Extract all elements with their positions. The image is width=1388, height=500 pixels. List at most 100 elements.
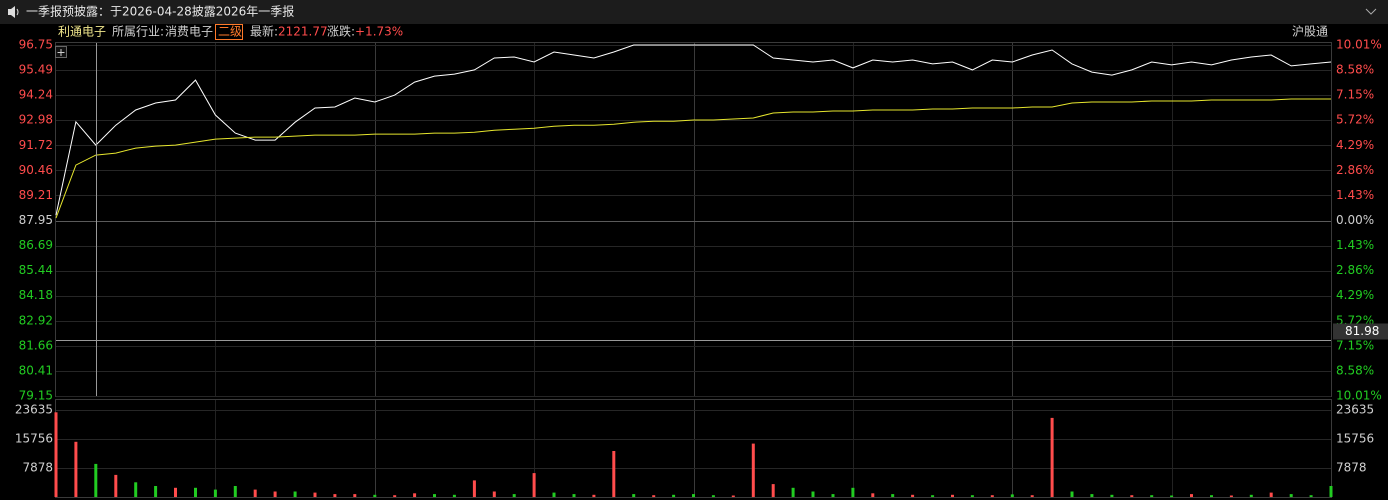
- change-label: 涨跌:: [327, 24, 355, 39]
- volume-bar: [293, 491, 297, 497]
- y-tick-label: 82.92: [19, 313, 53, 327]
- volume-bar: [1010, 494, 1014, 497]
- cursor-tag: [1333, 323, 1388, 340]
- volume-bar: [751, 443, 755, 497]
- price-line: [55, 44, 1332, 216]
- volume-bar: [1190, 494, 1193, 497]
- volume-bar: [54, 412, 58, 497]
- industry: 消费电子: [165, 25, 213, 39]
- average-line: [55, 98, 1331, 219]
- y2-tick-label: 4.29%: [1336, 138, 1374, 152]
- y-tick-label: 89.21: [19, 188, 53, 202]
- volume-bar: [1090, 494, 1094, 497]
- change-value: +1.73%: [355, 25, 403, 39]
- volume-bar: [711, 495, 715, 497]
- volume-bar: [253, 489, 257, 497]
- volume-bar: [413, 493, 417, 497]
- industry-level: 二级: [218, 25, 242, 39]
- volume-bar: [1030, 495, 1034, 497]
- y-tick-label: 95.49: [19, 63, 53, 77]
- volume-bar: [851, 487, 855, 497]
- volume-bar: [492, 491, 496, 497]
- y2-tick-label: 8.58%: [1336, 63, 1374, 77]
- volume-bar: [313, 492, 317, 497]
- volume-bar: [373, 494, 377, 497]
- notice-text: 一季报预披露：于2026-04-28披露2026年一季报: [26, 4, 294, 19]
- y2-tick-label: 7.15%: [1336, 88, 1374, 102]
- volume-bar: [931, 495, 935, 497]
- volume-bar: [194, 487, 197, 497]
- collapse-arrow[interactable]: [1365, 8, 1377, 15]
- volume-bar: [672, 494, 676, 497]
- volume-bar: [333, 494, 337, 497]
- volume-bar: [94, 463, 98, 497]
- y-tick-label: 85.44: [19, 263, 53, 277]
- y-tick-label: 96.75: [19, 38, 53, 52]
- y-tick-label: 84.18: [19, 288, 53, 302]
- volume-bar: [970, 495, 974, 497]
- volume-bar: [1150, 495, 1154, 497]
- volume-bar: [1269, 492, 1273, 497]
- volume-bar: [692, 494, 695, 497]
- volume-bar: [731, 495, 735, 497]
- volume-bar: [1130, 495, 1134, 497]
- connect-tag: 沪股通: [1292, 25, 1328, 39]
- y-tick-label: 86.69: [19, 238, 53, 252]
- volume-bar: [1329, 486, 1333, 497]
- volume-tick-label: 15756: [15, 432, 53, 446]
- volume-bar: [433, 494, 436, 497]
- volume-bar: [791, 487, 795, 497]
- cursor-value: 81.98: [1345, 324, 1379, 338]
- volume-bar: [1170, 495, 1174, 497]
- volume-bar: [353, 494, 357, 497]
- volume-bar: [552, 492, 556, 497]
- volume-bar: [1050, 417, 1054, 497]
- volume-bar: [1249, 494, 1253, 497]
- volume-bar: [1110, 494, 1114, 497]
- volume-frame: [55, 399, 1332, 498]
- y2-tick-label: 10.01%: [1336, 38, 1382, 52]
- volume-bar: [1070, 491, 1074, 497]
- volume-bar: [233, 486, 237, 497]
- latest-label: 最新:: [250, 24, 278, 39]
- volume-bar: [592, 494, 596, 497]
- volume-tick-label: 7878: [1336, 461, 1367, 475]
- speaker-icon[interactable]: [8, 6, 19, 18]
- volume-bar: [951, 494, 954, 497]
- grid: [56, 43, 1331, 497]
- volume-bar: [134, 482, 138, 497]
- volume-bar: [632, 494, 636, 497]
- y-tick-label: 81.66: [19, 338, 53, 352]
- add-button[interactable]: [55, 46, 67, 58]
- y2-tick-label: 1.43%: [1336, 188, 1374, 202]
- plot: [54, 44, 1333, 497]
- volume-tick-label: 23635: [1336, 403, 1374, 417]
- volume-bar: [911, 494, 915, 497]
- volume-bar: [831, 494, 835, 497]
- level-box: [215, 24, 243, 40]
- volume-bar: [990, 495, 994, 497]
- y2-tick-label: 0.00%: [1336, 213, 1374, 227]
- industry-label: 所属行业:: [112, 25, 164, 39]
- volume-bar: [532, 473, 536, 497]
- stock-name: 利通电子: [58, 25, 106, 39]
- volume-bar: [213, 489, 217, 497]
- volume-bar: [1229, 495, 1233, 497]
- volume-bar: [154, 486, 158, 497]
- y2-tick-label: 1.43%: [1336, 238, 1374, 252]
- y2-tick-label: 7.15%: [1336, 338, 1374, 352]
- y-tick-label: 91.72: [19, 138, 53, 152]
- y-tick-label: 79.15: [19, 389, 53, 403]
- y2-tick-label: 8.58%: [1336, 363, 1374, 377]
- volume-bar: [1309, 495, 1313, 497]
- latest-value: 2121.77: [278, 25, 328, 39]
- volume-bar: [452, 494, 456, 497]
- y-tick-label: 80.41: [19, 363, 53, 377]
- y2-tick-label: 10.01%: [1336, 389, 1382, 403]
- volume-bar: [1210, 495, 1213, 497]
- y-tick-label: 87.95: [19, 213, 53, 227]
- volume-bar: [1289, 494, 1293, 497]
- y2-tick-label: 2.86%: [1336, 163, 1374, 177]
- volume-bar: [811, 491, 815, 497]
